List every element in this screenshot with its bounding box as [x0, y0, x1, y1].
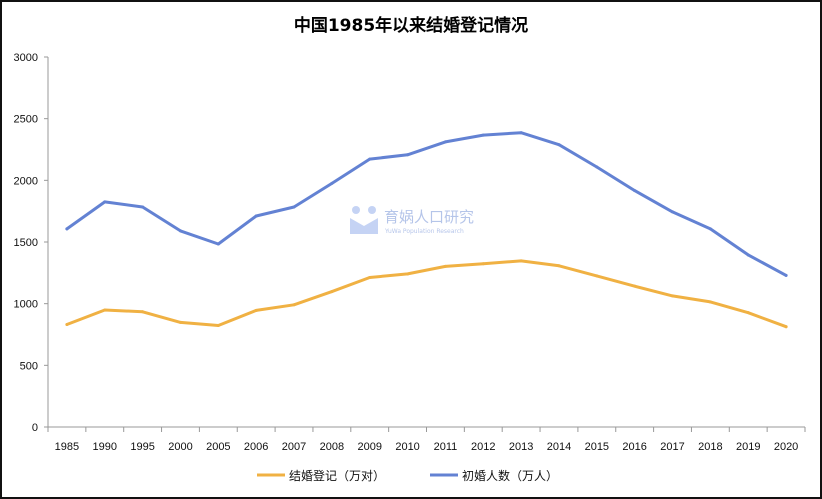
data-point	[368, 276, 372, 280]
data-point	[443, 264, 447, 268]
x-tick-label: 1990	[93, 441, 117, 453]
logo-dot-right	[368, 206, 376, 214]
x-tick-label: 2015	[585, 441, 609, 453]
x-tick-label: 2019	[736, 441, 760, 453]
data-point	[368, 157, 372, 161]
data-point	[671, 294, 675, 298]
x-tick-label: 2012	[471, 441, 495, 453]
data-point	[330, 181, 334, 185]
data-point	[141, 205, 145, 209]
watermark-text: 育娲人口研究	[384, 208, 474, 226]
y-tick-label: 2000	[14, 175, 38, 187]
x-tick-label: 2010	[395, 441, 419, 453]
y-tick-label: 1000	[14, 299, 38, 311]
x-tick-label: 2014	[547, 441, 571, 453]
x-tick-label: 2008	[320, 441, 344, 453]
y-tick-label: 500	[20, 360, 38, 372]
data-point	[65, 227, 69, 231]
data-point	[141, 310, 145, 314]
data-point	[481, 133, 485, 137]
legend-label-0: 结婚登记（万对）	[289, 468, 385, 483]
data-point	[292, 303, 296, 307]
data-point	[595, 165, 599, 169]
x-tick-label: 2005	[206, 441, 230, 453]
data-point	[254, 308, 258, 312]
legend-label-1: 初婚人数（万人）	[462, 468, 558, 483]
data-point	[595, 274, 599, 278]
x-tick-label: 2017	[660, 441, 684, 453]
data-point	[406, 153, 410, 157]
data-point	[557, 264, 561, 268]
x-tick-label: 1995	[130, 441, 154, 453]
data-point	[216, 323, 220, 327]
y-tick-label: 0	[32, 422, 38, 434]
data-point	[557, 143, 561, 147]
x-tick-label: 2016	[622, 441, 646, 453]
y-tick-label: 1500	[14, 237, 38, 249]
data-point	[671, 210, 675, 214]
data-point	[633, 189, 637, 193]
data-point	[519, 259, 523, 263]
data-point	[254, 214, 258, 218]
watermark-subtext: YuWa Population Research	[384, 228, 464, 235]
x-tick-label: 2011	[434, 441, 458, 453]
data-point	[784, 325, 788, 329]
x-tick-label: 2009	[357, 441, 381, 453]
data-point	[178, 320, 182, 324]
data-point	[216, 242, 220, 246]
chart-title: 中国1985年以来结婚登记情况	[294, 15, 528, 36]
x-tick-label: 2006	[244, 441, 268, 453]
x-tick-label: 2020	[774, 441, 798, 453]
x-tick-label: 2018	[698, 441, 722, 453]
data-point	[481, 262, 485, 266]
data-point	[65, 323, 69, 327]
y-tick-label: 3000	[14, 52, 38, 64]
data-point	[406, 272, 410, 276]
logo-dot-left	[352, 206, 360, 214]
watermark-logo: 育娲人口研究 YuWa Population Research	[350, 206, 474, 235]
data-point	[519, 131, 523, 135]
logo-shape	[350, 218, 378, 234]
legend: 结婚登记（万对） 初婚人数（万人）	[257, 468, 558, 483]
x-tick-label: 2000	[168, 441, 192, 453]
data-point	[330, 290, 334, 294]
data-point	[178, 229, 182, 233]
data-point	[708, 300, 712, 304]
series-line-1	[65, 131, 788, 277]
data-point	[103, 200, 107, 204]
data-point	[746, 253, 750, 257]
series-line-0	[65, 259, 788, 329]
data-point	[103, 308, 107, 312]
data-point	[746, 311, 750, 315]
x-tick-label: 2007	[282, 441, 306, 453]
data-point	[443, 140, 447, 144]
data-point	[633, 284, 637, 288]
y-tick-label: 2500	[14, 114, 38, 126]
x-tick-label: 1985	[55, 441, 79, 453]
data-point	[292, 205, 296, 209]
data-point	[708, 227, 712, 231]
data-point	[784, 273, 788, 277]
x-tick-label: 2013	[509, 441, 533, 453]
